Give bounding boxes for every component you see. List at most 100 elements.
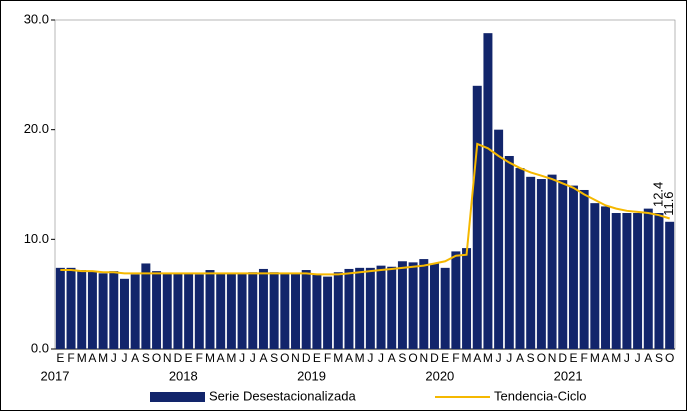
- bar: [494, 129, 504, 349]
- x-tick-label: A: [217, 351, 225, 365]
- bar: [205, 270, 215, 349]
- bar: [152, 271, 162, 349]
- bar: [472, 85, 482, 350]
- bar: [55, 267, 65, 349]
- x-tick-label: F: [452, 351, 459, 365]
- bar: [194, 274, 204, 349]
- bar: [429, 263, 439, 349]
- x-tick-label: D: [430, 351, 439, 365]
- x-tick-label: J: [496, 351, 502, 365]
- x-tick-label: A: [388, 351, 396, 365]
- x-tick-label: F: [324, 351, 331, 365]
- x-tick-label: S: [270, 351, 278, 365]
- bar: [280, 273, 290, 349]
- bar: [226, 273, 236, 349]
- legend-label: Tendencia-Ciclo: [494, 388, 587, 403]
- bar: [184, 273, 194, 349]
- x-tick-label: A: [88, 351, 96, 365]
- x-tick-label: J: [367, 351, 373, 365]
- x-tick-label: S: [142, 351, 150, 365]
- x-tick-label: A: [131, 351, 139, 365]
- bar: [269, 272, 279, 349]
- x-tick-label: J: [121, 351, 127, 365]
- bar: [355, 267, 365, 349]
- x-group-label: 2020: [425, 368, 454, 383]
- bar: [365, 267, 375, 349]
- bar: [66, 267, 76, 349]
- bar: [173, 273, 183, 349]
- bar: [323, 276, 333, 349]
- x-tick-label: M: [355, 351, 365, 365]
- bar: [216, 273, 226, 349]
- bar: [98, 273, 108, 349]
- bar: [397, 261, 407, 349]
- x-tick-label: A: [259, 351, 267, 365]
- x-tick-label: F: [67, 351, 74, 365]
- bar: [344, 268, 354, 349]
- x-tick-label: N: [419, 351, 428, 365]
- bar: [119, 278, 129, 349]
- x-tick-label: D: [558, 351, 567, 365]
- x-tick-label: D: [174, 351, 183, 365]
- trend-line: [60, 142, 670, 276]
- x-tick-label: J: [250, 351, 256, 365]
- bar: [419, 259, 429, 349]
- x-tick-label: A: [473, 351, 481, 365]
- bar: [387, 266, 397, 349]
- x-tick-label: M: [590, 351, 600, 365]
- bar: [622, 213, 632, 349]
- bar: [301, 270, 311, 349]
- bar: [665, 221, 675, 349]
- bar: [312, 274, 322, 349]
- x-tick-label: O: [408, 351, 417, 365]
- x-tick-label: O: [665, 351, 674, 365]
- x-tick-label: M: [462, 351, 472, 365]
- x-group-label: 2017: [41, 368, 70, 383]
- x-tick-label: D: [302, 351, 311, 365]
- x-group-label: 2018: [169, 368, 198, 383]
- x-tick-label: A: [644, 351, 652, 365]
- bar: [504, 155, 514, 349]
- bar: [526, 176, 536, 349]
- x-tick-label: J: [239, 351, 245, 365]
- x-tick-label: O: [152, 351, 161, 365]
- x-tick-label: M: [205, 351, 215, 365]
- x-tick-label: A: [345, 351, 353, 365]
- x-group-label: 2019: [297, 368, 326, 383]
- bar: [162, 273, 172, 349]
- bar: [654, 213, 664, 349]
- x-tick-label: M: [98, 351, 108, 365]
- bar: [601, 206, 611, 349]
- bar: [141, 263, 151, 349]
- bar: [451, 251, 461, 349]
- legend-swatch: [150, 392, 205, 402]
- x-tick-label: M: [226, 351, 236, 365]
- bar: [643, 208, 653, 349]
- bar: [440, 267, 450, 349]
- bar: [579, 189, 589, 349]
- x-tick-label: J: [111, 351, 117, 365]
- x-tick-label: S: [527, 351, 535, 365]
- x-tick-label: M: [333, 351, 343, 365]
- x-tick-label: E: [185, 351, 193, 365]
- x-tick-label: M: [77, 351, 87, 365]
- x-group-label: 2021: [554, 368, 583, 383]
- bar: [291, 273, 301, 349]
- x-tick-label: A: [602, 351, 610, 365]
- bar: [515, 168, 525, 349]
- x-tick-label: J: [635, 351, 641, 365]
- x-tick-label: S: [398, 351, 406, 365]
- x-tick-label: E: [313, 351, 321, 365]
- x-tick-label: J: [624, 351, 630, 365]
- legend-label: Serie Desestacionalizada: [209, 388, 356, 403]
- bar: [633, 213, 643, 349]
- bar: [77, 270, 87, 349]
- bar: [237, 273, 247, 349]
- x-tick-label: N: [548, 351, 557, 365]
- x-tick-label: E: [441, 351, 449, 365]
- bar: [483, 33, 493, 349]
- x-tick-label: A: [516, 351, 524, 365]
- bar: [258, 268, 268, 349]
- bar: [109, 271, 119, 349]
